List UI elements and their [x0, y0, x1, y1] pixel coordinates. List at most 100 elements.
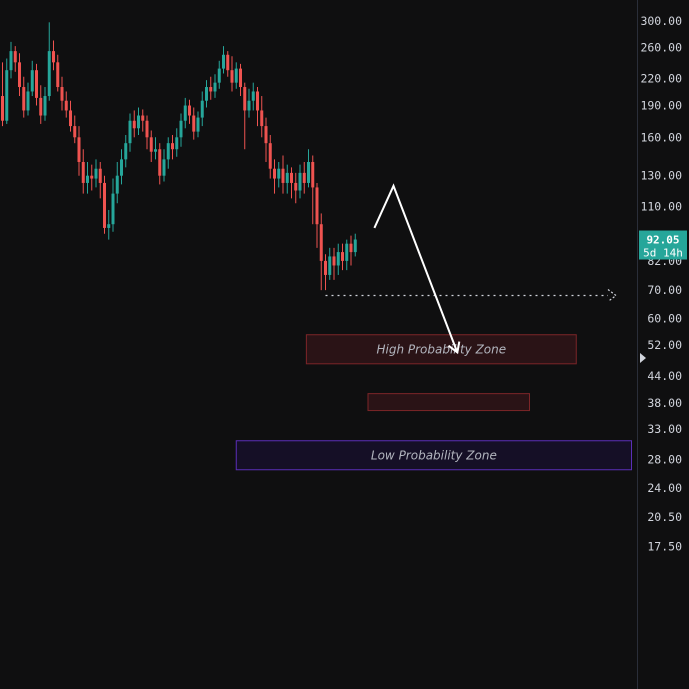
candle: [264, 117, 268, 162]
candle: [13, 46, 17, 72]
candle-body: [183, 105, 187, 121]
axis-tick-label: 38.00: [647, 396, 682, 410]
candle-body: [196, 117, 200, 132]
candle-body: [90, 175, 94, 179]
candle-body: [264, 126, 268, 144]
candle: [56, 54, 60, 92]
candle-body: [349, 243, 353, 253]
candle-body: [247, 100, 251, 111]
candle: [103, 175, 106, 234]
candle: [115, 161, 119, 204]
axis-tick-label: 28.00: [647, 453, 682, 467]
candle-body: [175, 137, 179, 150]
projection-arrowhead-icon: [447, 341, 461, 355]
candle-body: [290, 172, 293, 183]
candle-body: [141, 115, 145, 121]
candle: [141, 109, 145, 132]
candle: [298, 164, 302, 199]
candle: [268, 135, 272, 179]
candle: [132, 110, 136, 138]
axis-tick-label: 300.00: [640, 14, 682, 28]
candle-body: [137, 115, 140, 129]
current-price-badge: [639, 230, 687, 260]
candle: [230, 56, 234, 92]
candle-body: [26, 91, 30, 111]
candle-body: [128, 120, 132, 144]
candle-body: [30, 70, 34, 92]
candle-body: [77, 137, 81, 162]
candle-body: [285, 172, 289, 183]
candle-body: [260, 110, 264, 127]
candle-body: [222, 54, 225, 69]
candle-body: [209, 87, 213, 92]
candle: [307, 149, 310, 188]
axis-tick-label: 33.00: [647, 422, 682, 436]
candle: [64, 91, 68, 118]
candle: [243, 82, 247, 150]
candle: [251, 82, 255, 111]
candle-body: [324, 260, 327, 275]
candle-body: [341, 252, 344, 261]
axis-tick-label: 220.00: [640, 71, 682, 85]
candle-body: [353, 239, 357, 253]
candle: [260, 96, 264, 138]
candle: [128, 113, 132, 152]
mid-zone[interactable]: [367, 393, 530, 412]
candle-body: [256, 91, 259, 111]
candle-body: [234, 68, 238, 83]
candle-body: [217, 68, 221, 83]
candle: [328, 247, 332, 280]
candle-body: [307, 161, 310, 183]
candle-body: [315, 187, 319, 225]
candle: [175, 128, 179, 157]
candle: [69, 100, 72, 132]
candle-body: [86, 175, 89, 183]
candle: [35, 63, 38, 106]
candle-body: [192, 115, 196, 132]
candle: [183, 97, 187, 129]
axis-tick-label: 110.00: [640, 200, 682, 214]
candle: [200, 91, 204, 127]
candle: [171, 135, 174, 160]
candle-body: [132, 120, 136, 129]
candle-body: [205, 87, 208, 101]
candle: [353, 233, 357, 257]
candle: [341, 243, 344, 271]
candle: [256, 87, 259, 127]
candle: [86, 161, 89, 194]
candle: [217, 60, 221, 89]
candle: [162, 149, 166, 182]
candle: [247, 88, 251, 118]
candle-body: [107, 224, 111, 228]
candle-body: [103, 182, 106, 228]
scroll-marker-icon[interactable]: [640, 353, 646, 363]
candle: [47, 22, 51, 101]
axis-tick-label: 17.50: [647, 539, 682, 553]
candle-body: [60, 87, 64, 101]
candle: [26, 82, 30, 116]
candle-layer: [1, 22, 357, 291]
candle: [18, 53, 21, 97]
candle: [226, 51, 230, 77]
candle: [111, 178, 115, 232]
candle-body: [111, 193, 115, 225]
axis-tick-label: 60.00: [647, 312, 682, 326]
candle-body: [179, 120, 183, 138]
candle: [43, 87, 47, 121]
candle-body: [294, 182, 298, 191]
drawing-layer: [325, 183, 617, 355]
candle-body: [200, 100, 204, 118]
candle-body: [120, 159, 123, 176]
axis-tick-label: 160.00: [640, 130, 682, 144]
high-probability-zone[interactable]: [305, 334, 577, 365]
projection-path[interactable]: [373, 183, 459, 353]
candle: [9, 41, 13, 79]
low-probability-zone[interactable]: [235, 440, 632, 471]
price-axis[interactable]: 300.00 260.00 220.00 190.00 160.00 130.00 110.…: [640, 14, 682, 553]
candle: [60, 76, 64, 111]
candle-body: [81, 161, 85, 183]
candle: [158, 143, 162, 185]
